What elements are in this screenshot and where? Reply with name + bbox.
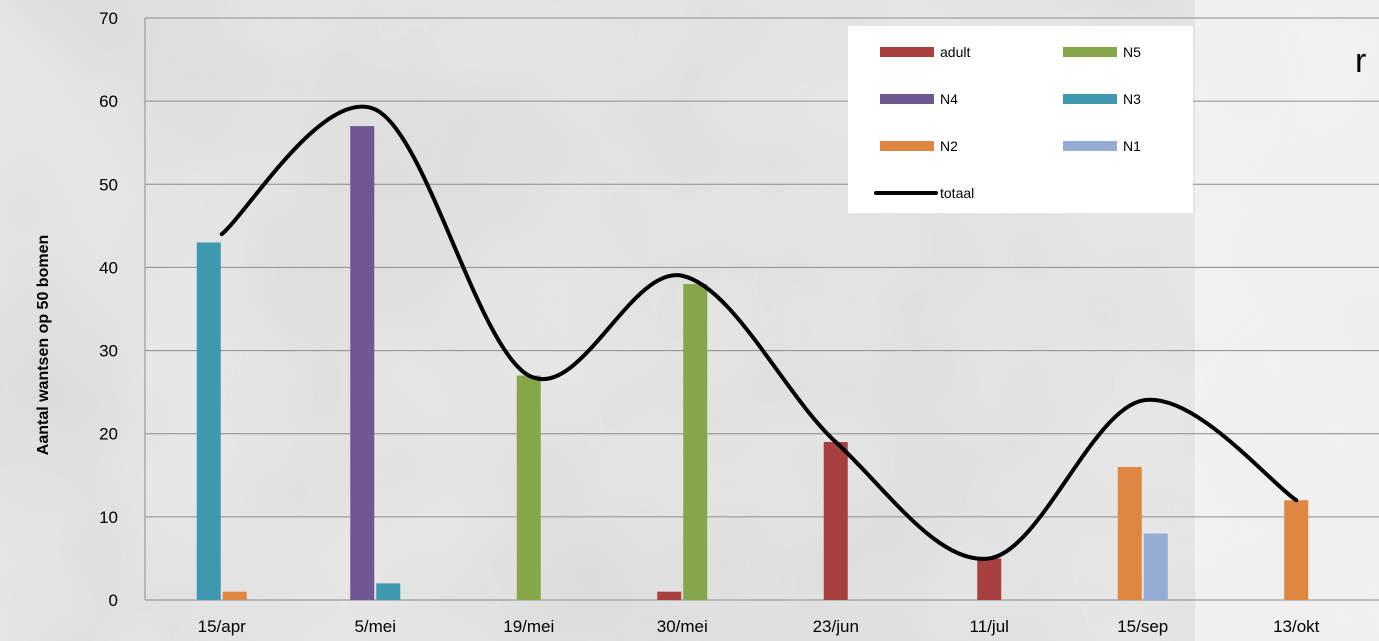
legend-swatch-n3: [1063, 94, 1117, 104]
y-tick-label: 10: [99, 508, 118, 527]
legend-label-totaal: totaal: [940, 185, 974, 201]
total-line: [219, 104, 1299, 561]
legend-swatch-n2: [880, 141, 934, 151]
legend-label-n1: N1: [1123, 138, 1141, 154]
y-tick-label: 20: [99, 425, 118, 444]
x-tick-label: 23/jun: [813, 617, 859, 636]
bar-adult-5: [977, 558, 1002, 600]
y-tick-label: 0: [109, 591, 118, 610]
legend-swatch-n5: [1063, 47, 1117, 57]
x-tick-label: 15/sep: [1117, 617, 1168, 636]
legend-swatch-n4: [880, 94, 934, 104]
x-axis-ticks: 15/apr 5/mei 19/mei 30/mei 23/jun 11/jul 15/se…: [198, 617, 1320, 636]
bar-n3-0: [196, 242, 221, 600]
y-tick-label: 40: [99, 258, 118, 277]
bar-adult-4: [823, 442, 848, 600]
y-axis-ticks: 0 10 20 30 40 50 60 70: [99, 9, 118, 610]
bar-n3-1: [376, 583, 401, 600]
y-tick-label: 50: [99, 175, 118, 194]
legend-label-n5: N5: [1123, 44, 1141, 60]
partial-title: r: [1355, 42, 1366, 80]
bar-n5-3: [683, 284, 708, 600]
x-tick-label: 13/okt: [1273, 617, 1320, 636]
y-tick-label: 60: [99, 92, 118, 111]
x-tick-label: 30/mei: [657, 617, 708, 636]
bar-n1-6: [1143, 533, 1168, 600]
bar-n2-0: [222, 591, 247, 600]
total-line-path: [219, 104, 1299, 561]
legend-box: [848, 26, 1193, 213]
bar-n2-7: [1284, 500, 1309, 600]
legend: adult N5 N4 N3 N2 N1 totaal: [848, 26, 1193, 213]
x-tick-label: 11/jul: [970, 617, 1009, 636]
bar-n4-1: [350, 126, 375, 600]
x-tick-label: 15/apr: [198, 617, 247, 636]
legend-label-adult: adult: [940, 44, 970, 60]
bar-n2-6: [1117, 466, 1142, 600]
legend-label-n4: N4: [940, 91, 958, 107]
legend-label-n3: N3: [1123, 91, 1141, 107]
legend-label-n2: N2: [940, 138, 958, 154]
bar-n5-2: [516, 375, 541, 600]
x-tick-label: 19/mei: [503, 617, 554, 636]
legend-swatch-n1: [1063, 141, 1117, 151]
y-axis-label: Aantal wantsen op 50 bomen: [35, 235, 52, 455]
x-tick-label: 5/mei: [354, 617, 396, 636]
y-tick-label: 30: [99, 342, 118, 361]
legend-swatch-adult: [880, 47, 934, 57]
bar-adult-3: [657, 591, 682, 600]
bars: [196, 126, 1309, 600]
y-tick-label: 70: [99, 9, 118, 28]
